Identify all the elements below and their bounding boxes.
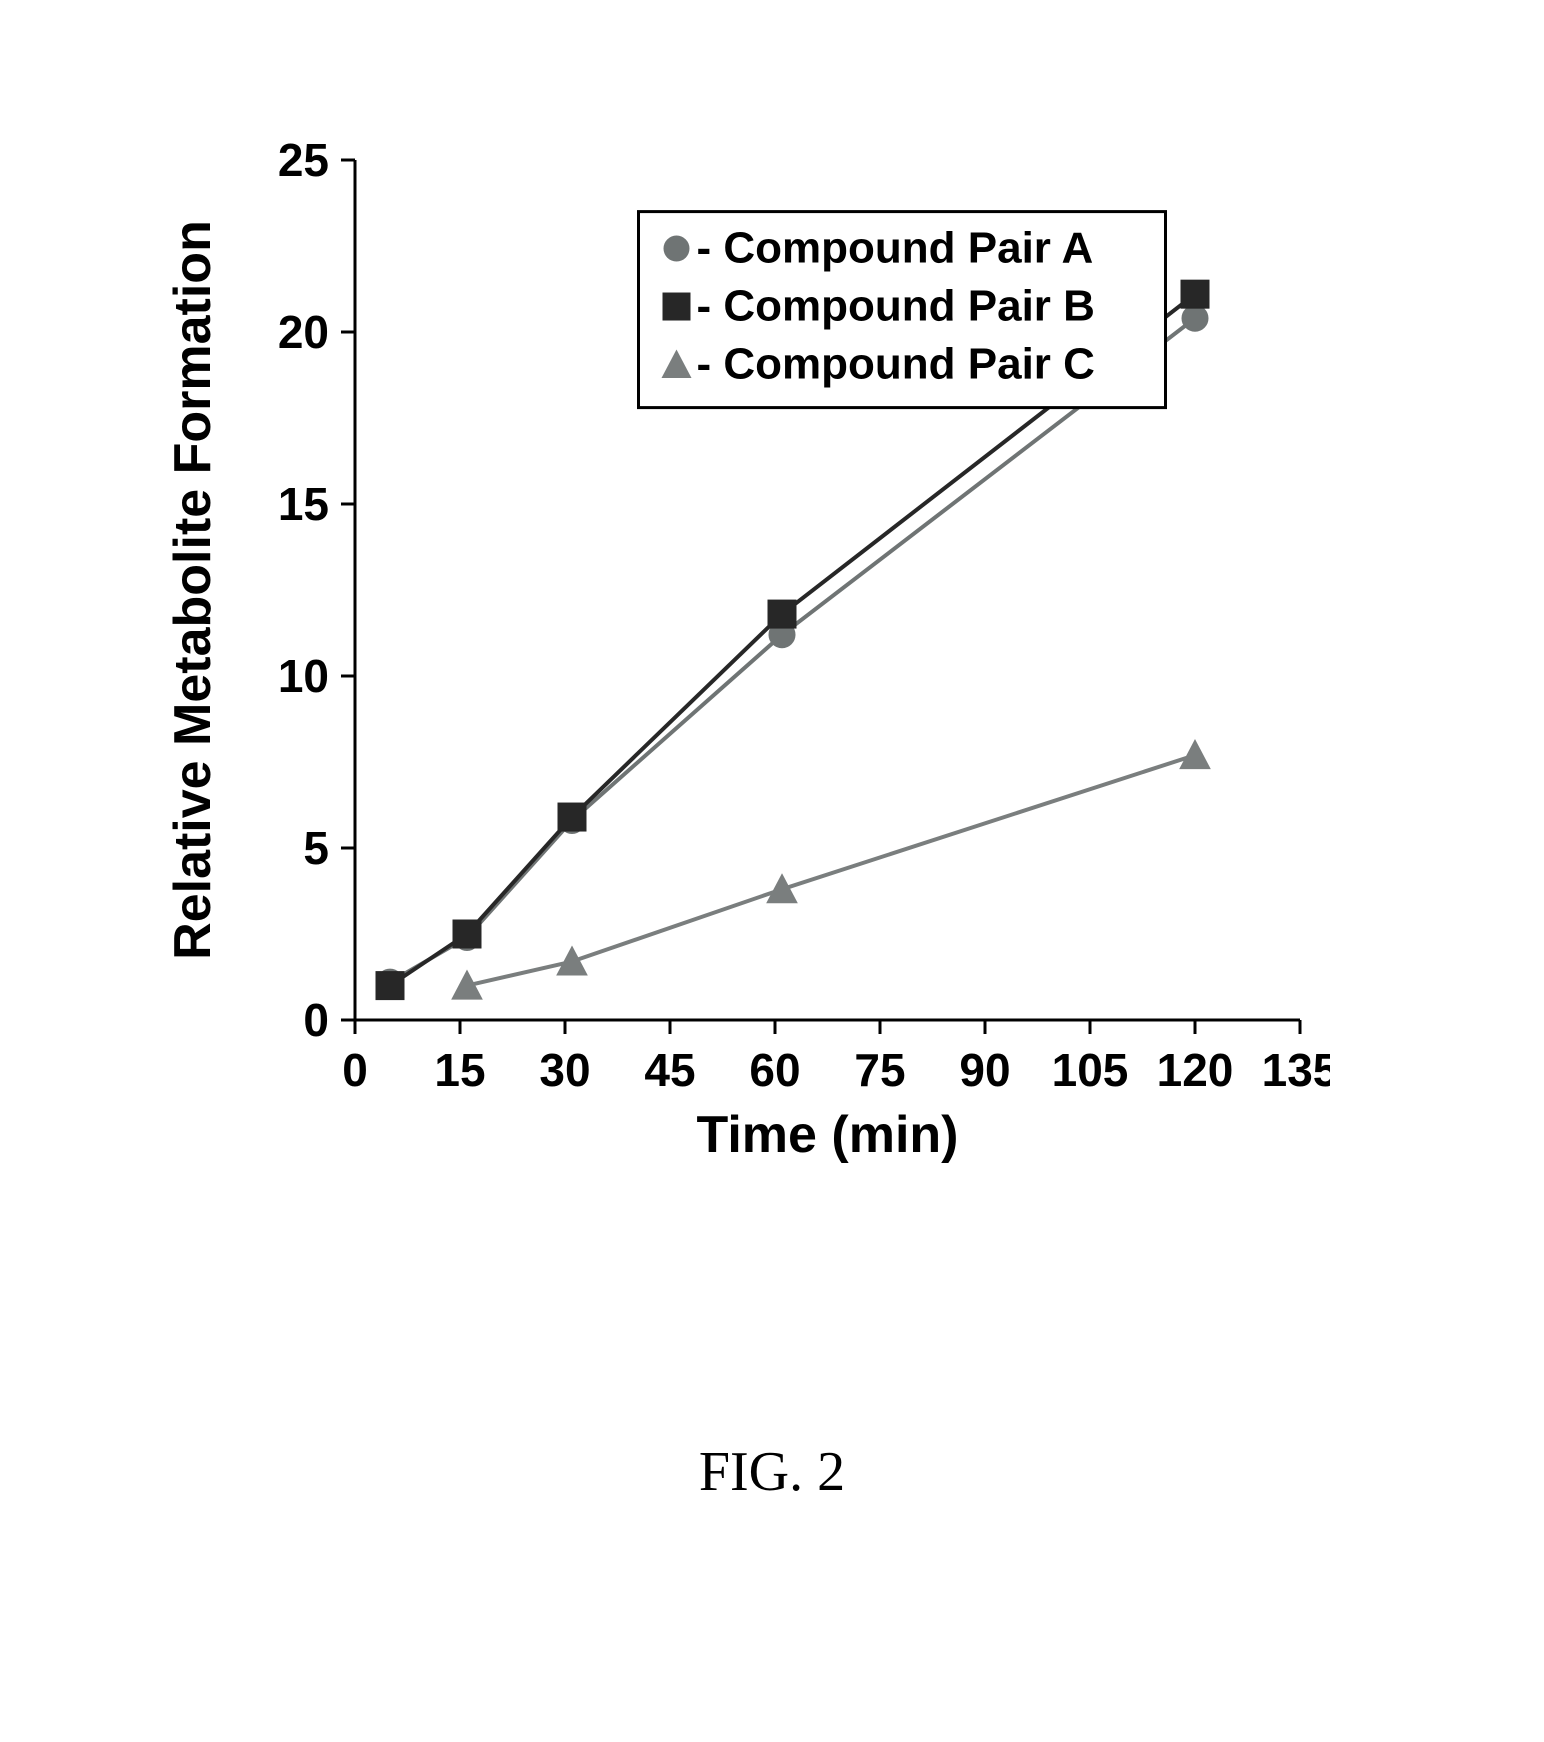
x-tick-label: 75: [854, 1044, 905, 1096]
data-marker: [558, 803, 586, 831]
x-tick-label: 60: [749, 1044, 800, 1096]
data-marker: [376, 972, 404, 1000]
y-tick-label: 10: [278, 650, 329, 702]
x-tick-label: 0: [342, 1044, 368, 1096]
data-marker: [453, 920, 481, 948]
y-tick-label: 5: [303, 822, 329, 874]
y-tick-label: 20: [278, 306, 329, 358]
data-marker: [1181, 280, 1209, 308]
chart-container: 0 15 30 45 60 75 90 105 120 135 0 5 10 15 20 25 Time (mi…: [150, 140, 1330, 1185]
x-axis-label: Time (min): [697, 1106, 959, 1164]
y-axis-label: Relative Metabolite Formation: [164, 220, 222, 960]
y-tick-label: 15: [278, 478, 329, 530]
data-marker: [768, 600, 796, 628]
x-tick-label: 45: [644, 1044, 695, 1096]
x-tick-label: 90: [959, 1044, 1010, 1096]
x-tick-label: 15: [434, 1044, 485, 1096]
x-tick-label: 135: [1262, 1044, 1330, 1096]
metabolite-chart: 0 15 30 45 60 75 90 105 120 135 0 5 10 15 20 25 Time (mi…: [150, 140, 1330, 1180]
legend-marker: [664, 236, 690, 262]
legend-label: - Compound Pair C: [697, 340, 1095, 389]
data-marker: [1182, 305, 1208, 331]
y-tick-label: 0: [303, 994, 329, 1046]
page: 0 15 30 45 60 75 90 105 120 135 0 5 10 15 20 25 Time (mi…: [0, 0, 1544, 1742]
x-tick-label: 120: [1157, 1044, 1234, 1096]
legend-marker: [663, 293, 691, 321]
x-tick-label: 105: [1052, 1044, 1129, 1096]
x-tick-label: 30: [539, 1044, 590, 1096]
figure-caption: FIG. 2: [0, 1440, 1544, 1504]
legend-label: - Compound Pair A: [697, 224, 1094, 273]
legend-label: - Compound Pair B: [697, 282, 1095, 331]
y-tick-label: 25: [278, 140, 329, 186]
legend: - Compound Pair A - Compound Pair B - Co…: [639, 212, 1166, 408]
